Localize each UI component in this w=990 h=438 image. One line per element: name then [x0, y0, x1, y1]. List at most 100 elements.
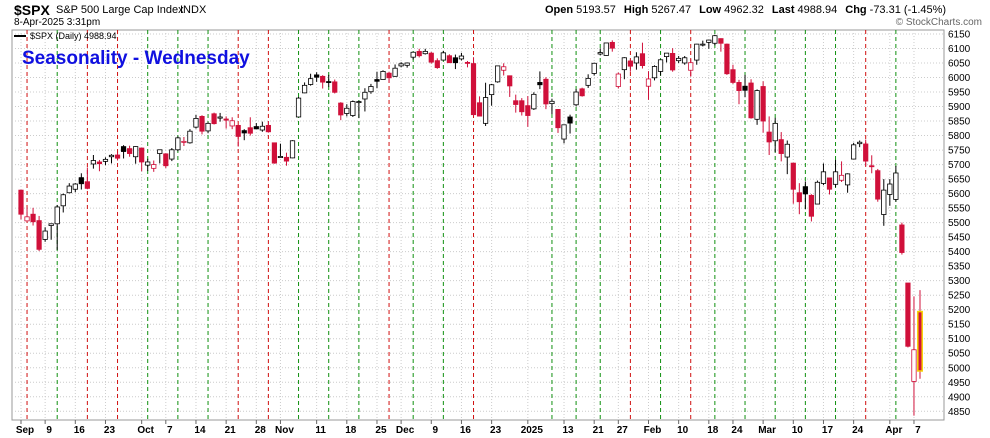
candle-body [489, 84, 495, 96]
candle-body [820, 171, 827, 184]
candle-body [784, 143, 790, 158]
x-tick-label: Nov [275, 425, 294, 436]
candle-body [398, 63, 404, 67]
y-tick-label: 5850 [948, 117, 971, 128]
candle-body [42, 230, 48, 240]
quote-label: Low [699, 4, 722, 16]
candle-body [796, 192, 802, 203]
candle-body [314, 74, 320, 78]
y-tick-label: 5900 [948, 102, 971, 113]
y-tick-label: 5400 [948, 247, 971, 258]
candle-body [217, 116, 223, 119]
candle-body [724, 43, 730, 75]
candle-body [905, 282, 911, 347]
candle-body [102, 158, 109, 162]
candle-body [338, 102, 344, 116]
x-tick-label: 16 [74, 425, 86, 436]
candle-body [736, 82, 742, 91]
candle-body [48, 223, 54, 226]
candle-body [410, 51, 416, 58]
candle-body [495, 65, 501, 83]
quote: Open 5193.57 High 5267.47 Low 4962.32 Last 4988… [545, 4, 954, 16]
copyright: © StockCharts.com [895, 17, 982, 28]
candle-body [253, 126, 259, 130]
candle-body [151, 164, 157, 169]
y-tick-label: 5750 [948, 146, 971, 157]
x-tick-label: Feb [644, 425, 662, 436]
candle-body [295, 97, 302, 118]
candle-body [320, 75, 326, 83]
candle-body [772, 122, 778, 142]
candle-body [519, 100, 525, 113]
candle-body [476, 102, 483, 117]
candle-body [416, 50, 422, 57]
x-tick-label: 14 [194, 425, 206, 436]
x-tick-label: Mar [758, 425, 776, 436]
candle-body [446, 55, 452, 64]
candle-body [434, 60, 440, 69]
quote-value: 5193.57 [576, 4, 616, 16]
candle-body [120, 146, 127, 152]
candle-body [332, 81, 338, 93]
candle-body [247, 127, 253, 134]
y-tick-label: 5650 [948, 175, 971, 186]
candle-body [778, 139, 784, 154]
candle-body [108, 154, 115, 158]
x-tick-label: 10 [792, 425, 804, 436]
candle-body [440, 52, 446, 61]
quote-value: 4962.32 [724, 4, 764, 16]
candle-body [271, 142, 278, 164]
x-tick-label: 27 [617, 425, 629, 436]
candle-body [350, 101, 356, 116]
candle-body [374, 79, 380, 82]
candle-body [277, 156, 284, 159]
candle-body [899, 224, 905, 253]
candle-body [808, 194, 814, 217]
candle-body [482, 97, 489, 124]
candle-body [78, 177, 84, 185]
header: $SPX S&P 500 Large Cap Index INDX 8-Apr-… [0, 0, 990, 30]
candle-body [863, 143, 869, 162]
x-tick-label: 25 [375, 425, 387, 436]
candle-body [621, 57, 627, 71]
candle-body [609, 41, 615, 49]
x-tick-label: 11 [315, 425, 326, 436]
candle-body [633, 56, 640, 64]
candle-body [718, 38, 724, 44]
x-tick-label: 10 [677, 425, 689, 436]
candle-body [308, 78, 314, 85]
x-tick-label: 21 [593, 425, 605, 436]
candle-body [537, 82, 543, 86]
x-tick-label: 9 [46, 425, 52, 436]
candle-body [507, 75, 513, 87]
candle-body [881, 189, 887, 215]
candle-body [90, 160, 97, 165]
candle-body [555, 109, 561, 129]
candle-body [404, 62, 410, 66]
candle-body [422, 50, 428, 55]
x-tick-label: 7 [167, 425, 173, 436]
candle-body [193, 118, 199, 128]
candle-body [205, 122, 211, 132]
x-tick-label: 23 [104, 425, 116, 436]
x-tick-label: 24 [852, 425, 864, 436]
y-tick-label: 5100 [948, 334, 971, 345]
candle-body [114, 154, 121, 159]
candle-body [531, 93, 537, 110]
candle-body [133, 146, 139, 158]
candle-body [265, 124, 271, 133]
y-tick-label: 5950 [948, 88, 971, 99]
y-tick-label: 5300 [948, 276, 971, 287]
candle-body [663, 52, 670, 58]
quote-label: Open [545, 4, 574, 16]
candle-body [289, 140, 296, 159]
candle-body [712, 35, 718, 44]
candle-body [24, 216, 30, 222]
index-name: S&P 500 Large Cap Index [56, 4, 184, 16]
exchange: INDX [180, 4, 207, 16]
x-tick-label: 28 [255, 425, 267, 436]
candle-body [826, 177, 833, 190]
x-tick-label: 16 [460, 425, 472, 436]
